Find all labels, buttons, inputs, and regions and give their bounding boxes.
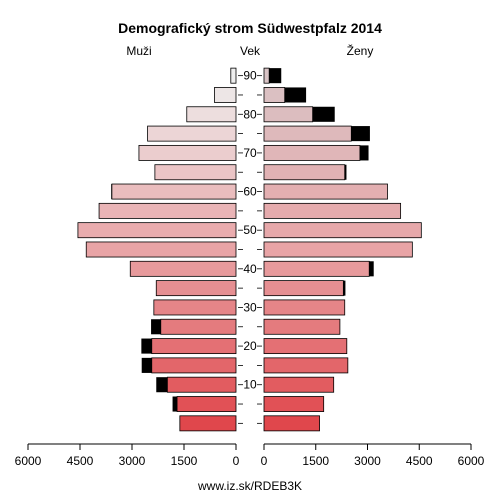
male-bar-50-54 xyxy=(77,222,237,239)
female-bar-45-49 xyxy=(263,241,413,258)
female-bar-25-29 xyxy=(263,318,341,335)
male-excess-25-29 xyxy=(151,319,161,335)
female-bar-90+ xyxy=(263,67,270,84)
age-tick-label: 40 xyxy=(243,262,257,276)
female-excess-90+ xyxy=(269,68,282,84)
male-bar-5-9 xyxy=(176,396,237,412)
age-label: Vek xyxy=(240,44,261,58)
age-tick-label: 10 xyxy=(243,378,257,392)
female-bar-55-59 xyxy=(263,202,402,219)
male-bar-85-89 xyxy=(214,87,237,103)
male-x-tick-label: 1500 xyxy=(171,454,198,468)
chart-title: Demografický strom Südwestpfalz 2014 xyxy=(118,20,382,36)
male-x-tick-label: 4500 xyxy=(67,454,94,468)
male-excess-60-64 xyxy=(111,184,112,200)
age-tick-label: 70 xyxy=(243,146,257,160)
male-bar-35-39 xyxy=(155,280,237,297)
female-bar-40-44 xyxy=(263,260,370,277)
female-bar-30-34 xyxy=(263,299,346,316)
female-excess-40-44 xyxy=(369,261,374,277)
male-bar-40-44 xyxy=(129,260,237,277)
male-bar-75-79 xyxy=(147,125,237,142)
female-bar-50-54 xyxy=(263,222,422,239)
female-bar-20-24 xyxy=(263,338,348,355)
male-bar-65-69 xyxy=(154,164,237,181)
age-tick-label: 50 xyxy=(243,223,257,237)
age-tick-label: 80 xyxy=(243,107,257,121)
female-bar-65-69 xyxy=(263,164,346,181)
male-bar-80-84 xyxy=(186,106,237,123)
female-bar-60-64 xyxy=(263,183,388,200)
age-tick-label: 90 xyxy=(243,69,257,83)
female-x-tick-label: 4500 xyxy=(406,454,433,468)
female-label: Ženy xyxy=(347,43,374,58)
female-bar-15-19 xyxy=(263,357,349,374)
female-bar-70-74 xyxy=(263,144,361,161)
female-x-tick-label: 3000 xyxy=(354,454,381,468)
age-tick-label: 30 xyxy=(243,300,257,314)
male-label: Muži xyxy=(126,44,151,58)
male-x-tick-label: 6000 xyxy=(15,454,42,468)
female-bar-10-14 xyxy=(263,376,335,393)
female-bar-5-9 xyxy=(263,396,325,412)
male-bar-15-19 xyxy=(151,357,237,374)
male-bar-25-29 xyxy=(160,318,237,335)
female-excess-80-84 xyxy=(312,106,335,122)
female-bar-35-39 xyxy=(263,280,344,297)
male-bar-45-49 xyxy=(85,241,237,258)
male-bar-70-74 xyxy=(138,144,237,161)
male-excess-10-14 xyxy=(156,377,168,393)
age-tick-label: 60 xyxy=(243,185,257,199)
female-x-tick-label: 0 xyxy=(261,454,268,468)
male-excess-5-9 xyxy=(172,396,178,412)
female-excess-70-74 xyxy=(359,145,369,161)
male-x-tick-label: 0 xyxy=(233,454,240,468)
male-bar-60-64 xyxy=(111,183,237,200)
male-excess-20-24 xyxy=(141,338,152,354)
male-bar-30-34 xyxy=(153,299,237,316)
female-excess-85-89 xyxy=(284,87,307,103)
male-bar-0-4 xyxy=(179,415,237,432)
female-bar-85-89 xyxy=(263,87,286,103)
female-bar-0-4 xyxy=(263,415,320,432)
female-bar-80-84 xyxy=(263,106,314,123)
female-x-tick-label: 6000 xyxy=(458,454,485,468)
age-tick-label: 20 xyxy=(243,339,257,353)
female-excess-35-39 xyxy=(343,280,346,296)
footer-url: www.iz.sk/RDEB3K xyxy=(197,479,302,493)
female-x-tick-label: 1500 xyxy=(302,454,329,468)
female-excess-75-79 xyxy=(351,126,370,142)
female-bar-75-79 xyxy=(263,125,352,142)
male-bar-55-59 xyxy=(98,202,237,219)
male-excess-15-19 xyxy=(141,357,152,373)
male-bar-90+ xyxy=(230,67,237,84)
male-bar-10-14 xyxy=(166,376,237,393)
axes-group: 10 20 30 40 50 60 70 80 90 0 0 1500 1500 3000 3000 4500… xyxy=(15,69,485,468)
bars-group xyxy=(77,67,422,432)
male-x-tick-label: 3000 xyxy=(119,454,146,468)
female-excess-65-69 xyxy=(344,164,347,180)
male-bar-20-24 xyxy=(151,338,237,355)
